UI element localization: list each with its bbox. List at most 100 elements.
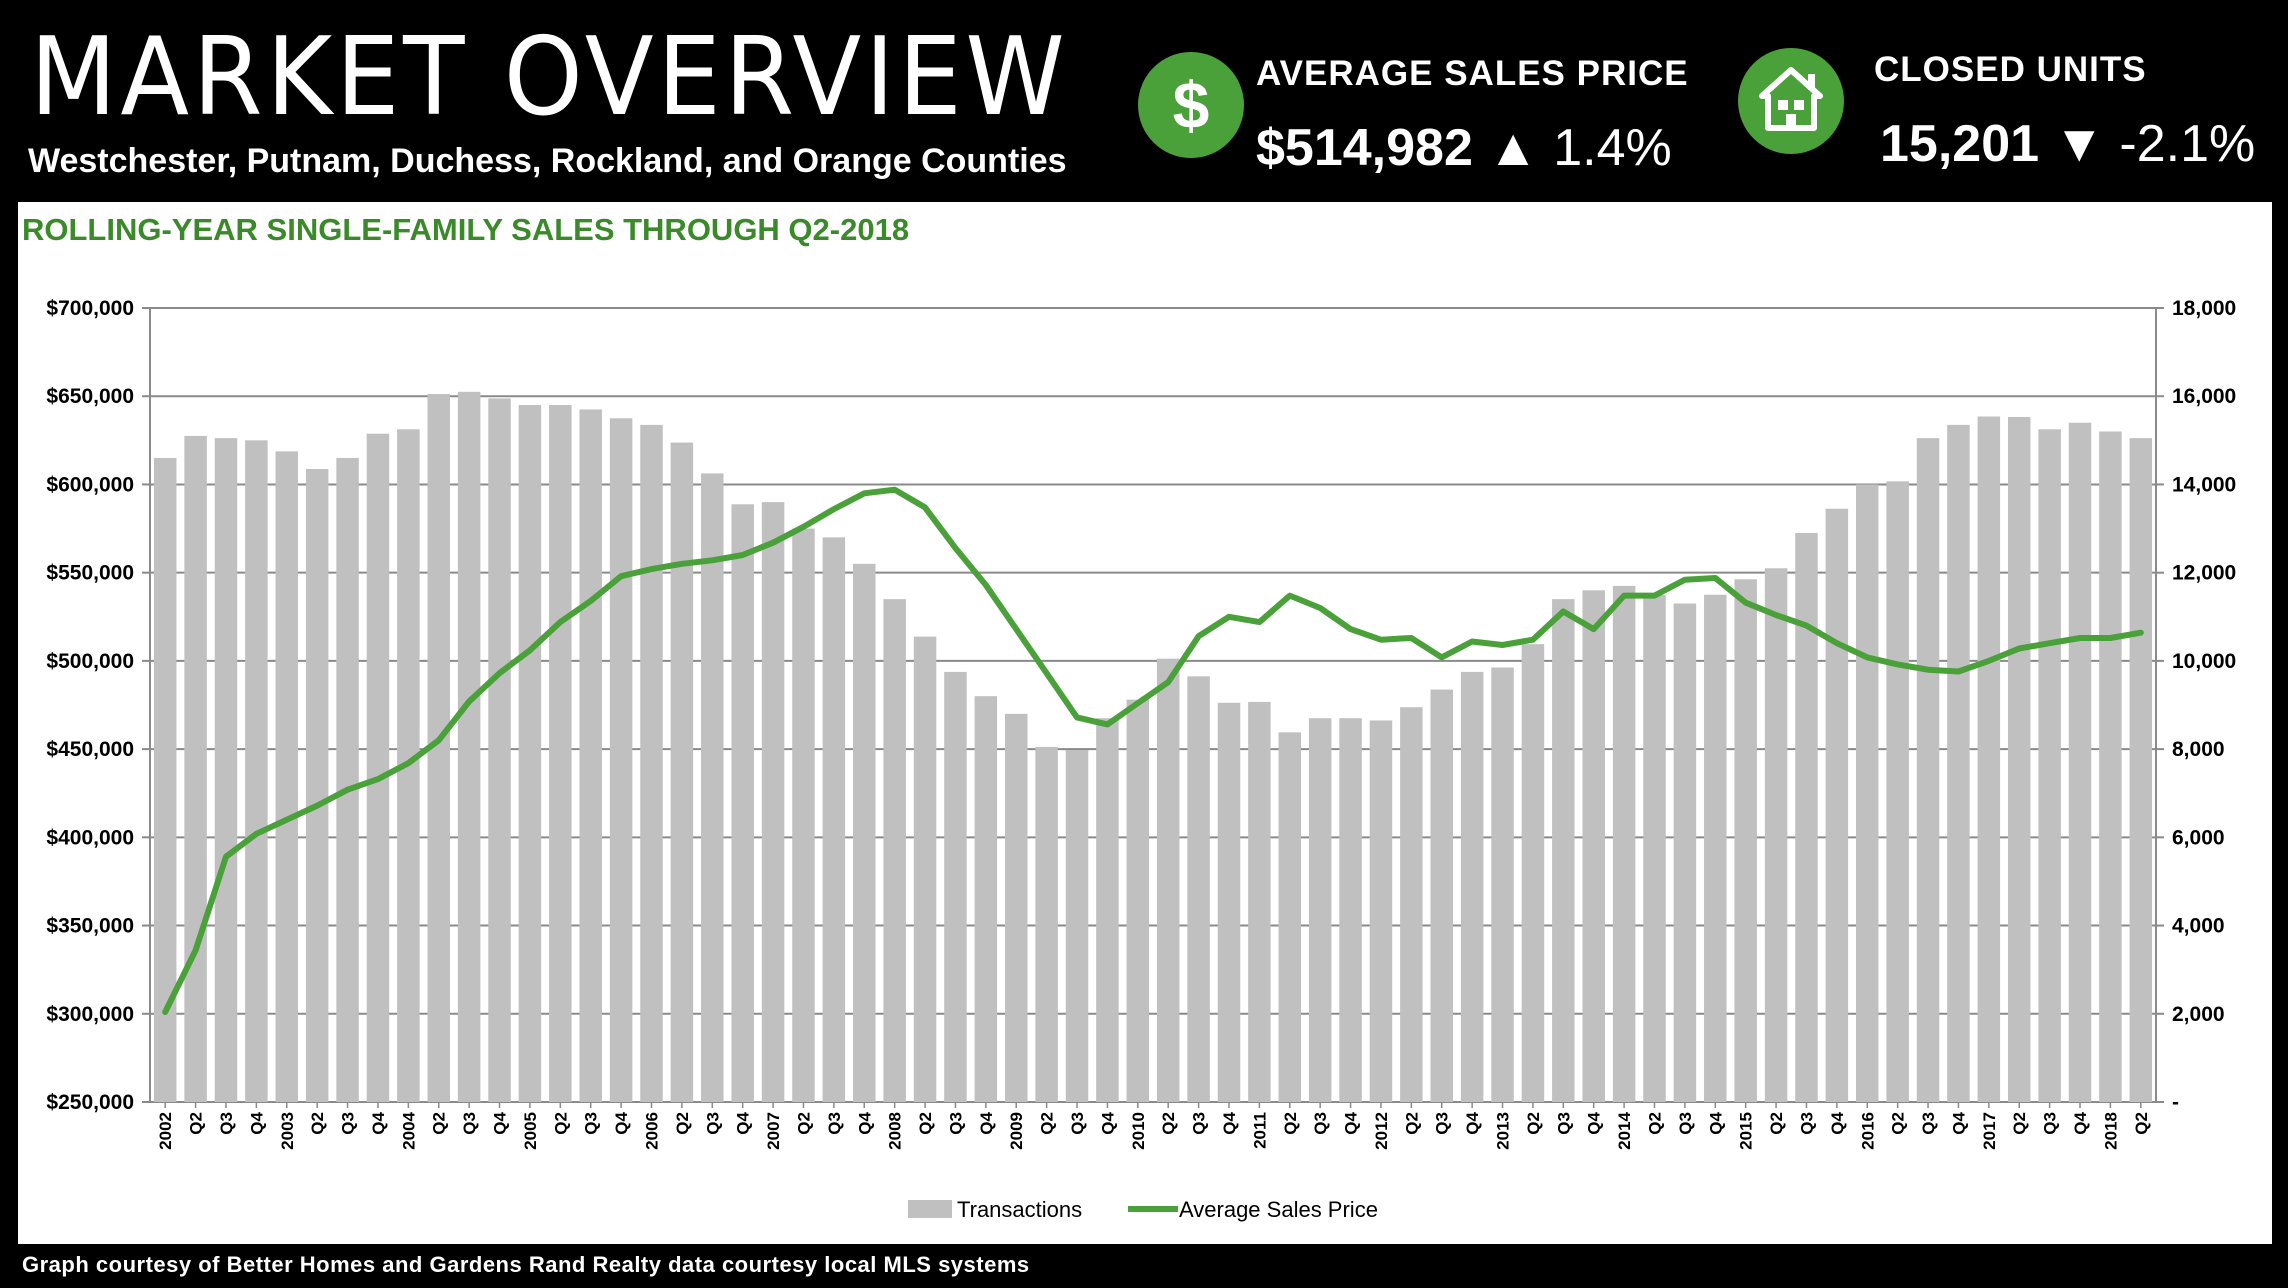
y-right-tick-label: 18,000 [2172,297,2236,320]
x-tick-label: 2016 [1858,1112,1877,1150]
bar-transactions [1156,658,1180,1102]
bar-transactions [457,391,481,1102]
x-tick-label: Q2 [1402,1112,1421,1135]
bar-transactions [640,424,663,1103]
x-tick-label: Q4 [1098,1111,1117,1134]
y-right-tick-label: - [2172,1091,2179,1114]
x-tick-label: 2017 [1980,1112,1999,1150]
bar-transactions [761,502,785,1103]
x-tick-label: Q4 [1585,1111,1604,1134]
header: MARKET OVERVIEW Westchester, Putnam, Duc… [0,0,2288,202]
x-tick-label: Q2 [187,1112,206,1135]
x-tick-label: 2011 [1250,1112,1269,1149]
bar-transactions [1795,532,1818,1102]
bar-transactions [427,394,450,1102]
avg-price-label: AVERAGE SALES PRICE [1256,54,1689,93]
x-tick-label: 2013 [1494,1112,1513,1150]
y-left-tick-label: $450,000 [46,738,134,761]
bar-transactions [853,563,876,1102]
legend-label-transactions: Transactions [957,1197,1082,1222]
x-tick-label: 2008 [886,1112,905,1150]
bar-transactions [1035,746,1058,1102]
x-tick-label: Q3 [946,1112,965,1135]
y-left-tick-label: $300,000 [46,1003,134,1026]
x-tick-label: Q2 [1159,1112,1178,1135]
bar-transactions [1126,699,1150,1102]
x-tick-label: 2005 [521,1112,540,1150]
bar-transactions [2007,416,2031,1102]
x-tick-label: Q4 [491,1111,510,1134]
y-left-tick-label: $650,000 [46,385,134,408]
bar-transactions [1278,732,1302,1102]
x-tick-label: Q3 [1433,1112,1452,1135]
x-tick-label: 2006 [643,1112,662,1150]
y-left-tick-label: $700,000 [46,297,134,320]
x-tick-label: Q3 [1311,1112,1330,1135]
y-left-tick-label: $550,000 [46,562,134,585]
x-tick-label: Q4 [2071,1111,2090,1134]
x-tick-label: Q4 [1220,1111,1239,1134]
bar-transactions [1248,701,1271,1102]
y-right-tick-label: 8,000 [2172,738,2225,761]
bar-transactions [822,537,846,1102]
chart-title: ROLLING-YEAR SINGLE-FAMILY SALES THROUGH… [22,212,910,247]
avg-price-change: 1.4% [1553,119,1672,177]
closed-units-label: CLOSED UNITS [1874,50,2147,89]
bar-transactions [153,457,177,1102]
x-tick-label: Q2 [1524,1112,1543,1135]
x-tick-label: 2015 [1737,1112,1756,1150]
x-tick-label: Q2 [1767,1112,1786,1135]
x-tick-label: Q4 [855,1111,874,1134]
x-tick-label: Q4 [1706,1111,1725,1134]
bar-transactions [1764,568,1788,1102]
x-tick-label: 2014 [1615,1111,1634,1149]
bar-transactions [2068,422,2092,1102]
bar-transactions [883,599,906,1102]
house-icon [1738,48,1844,154]
y-left-tick-label: $500,000 [46,650,134,673]
bar-transactions [1217,702,1241,1102]
bar-transactions [1096,718,1119,1102]
closed-units-number: 15,201 [1880,115,2040,173]
x-tick-label: Q4 [247,1111,266,1134]
x-tick-label: Q2 [551,1112,570,1135]
bar-transactions [1582,590,1605,1102]
up-arrow-icon: ▲ [1487,119,1539,177]
bar-transactions [1065,749,1089,1102]
x-tick-label: 2012 [1372,1112,1391,1150]
bar-transactions [1673,603,1697,1102]
bar-transactions [1643,594,1666,1102]
x-tick-label: Q2 [1646,1112,1665,1135]
bar-transactions [549,405,572,1102]
closed-units-change: -2.1% [2119,115,2256,173]
bar-transactions [1521,644,1545,1102]
x-tick-label: Q4 [1463,1111,1482,1134]
x-tick-label: Q3 [339,1112,358,1135]
x-tick-label: 2003 [278,1112,297,1150]
svg-text:$: $ [1173,68,1210,142]
bar-transactions [2129,438,2153,1102]
down-arrow-icon: ▼ [2053,115,2105,173]
dollar-icon: $ [1138,52,1244,158]
x-tick-label: 2010 [1129,1112,1148,1150]
bar-transactions [701,473,724,1103]
bar-transactions [336,457,359,1102]
avg-price-value: $514,982 ▲ 1.4% [1256,122,1672,174]
bar-transactions [1886,481,1909,1102]
bar-transactions [1491,667,1514,1102]
bar-transactions [1734,579,1757,1102]
y-right-tick-label: 12,000 [2172,562,2236,585]
x-tick-label: Q4 [1949,1111,1968,1134]
bar-transactions [1187,676,1210,1102]
bar-transactions [518,405,542,1102]
bar-transactions [214,438,238,1102]
x-tick-label: Q3 [1068,1112,1087,1135]
x-tick-label: 2004 [399,1111,418,1149]
x-tick-label: Q3 [2041,1112,2060,1135]
x-tick-label: Q2 [1281,1112,1300,1135]
x-tick-label: 2002 [156,1112,175,1150]
y-right-tick-label: 14,000 [2172,473,2236,496]
x-tick-label: Q2 [2010,1112,2029,1135]
bar-transactions [974,696,998,1102]
